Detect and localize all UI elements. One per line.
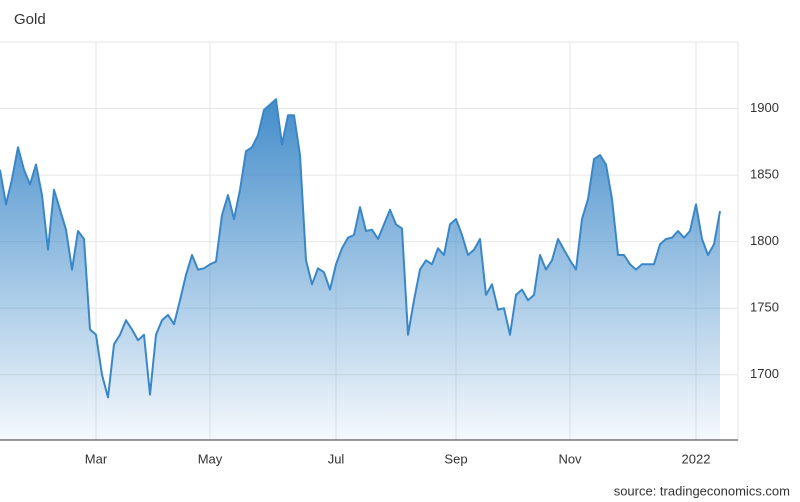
- x-tick-label: Sep: [444, 451, 467, 466]
- area: [0, 99, 720, 440]
- x-tick-label: 2022: [682, 451, 711, 466]
- line: [0, 98, 721, 399]
- y-tick-label: 1900: [750, 100, 779, 115]
- x-tick-label: May: [198, 451, 223, 466]
- x-tick-label: Jul: [328, 451, 345, 466]
- y-tick-label: 1750: [750, 300, 779, 315]
- y-tick-label: 1700: [750, 366, 779, 381]
- chart-title: Gold: [14, 11, 46, 28]
- source: source: tradingeconomics.com: [614, 483, 790, 498]
- x-tick-label: Mar: [85, 451, 108, 466]
- x-tick-label: Nov: [558, 451, 582, 466]
- y-tick-label: 1800: [750, 233, 779, 248]
- y-tick-label: 1850: [750, 167, 779, 182]
